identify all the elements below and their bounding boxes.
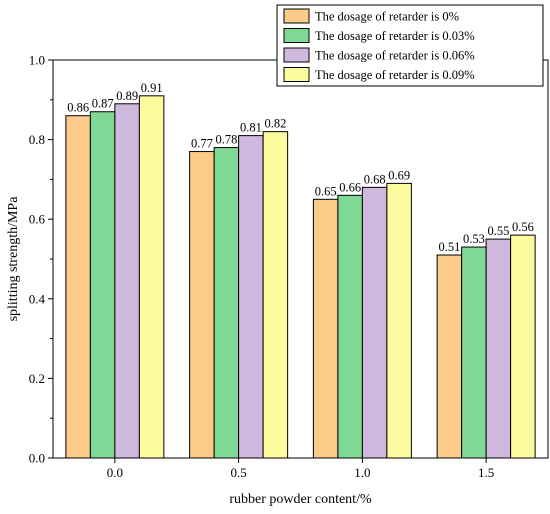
bar [436,254,463,459]
data-label: 0.53 [463,232,485,246]
x-tick-label: 1.5 [478,465,494,480]
data-label: 0.68 [364,172,386,186]
legend-swatch [283,47,310,63]
bar [189,151,215,459]
legend-box [276,4,544,87]
data-label: 0.69 [388,168,410,182]
data-label: 0.66 [339,180,361,194]
y-tick-label: 0.0 [29,451,45,466]
y-tick-label: 0.2 [29,371,45,386]
x-tick-label: 0.5 [231,465,247,480]
legend-entry-label: The dosage of retarder is 0.06% [315,49,475,63]
data-label: 0.77 [191,137,213,151]
bar [461,246,487,459]
data-label: 0.65 [315,184,337,198]
bar [485,238,512,459]
bar [213,147,240,459]
data-labels-group: 0.86 0.77 0.65 0.51 0.87 0.78 0.66 0.53 0.89 0.81… [67,81,534,254]
bars-group [65,95,536,459]
data-label: 0.91 [141,81,163,95]
legend-entry-label: The dosage of retarder is 0% [315,10,459,24]
data-label: 0.87 [92,97,114,111]
bar [386,182,412,459]
data-label: 0.56 [512,220,534,234]
bar [337,194,363,459]
x-tick-label: 0.0 [107,465,123,480]
legend-swatch [283,8,310,24]
bar [114,103,140,459]
x-tick-label: 1.0 [354,465,370,480]
data-label: 0.78 [215,133,237,147]
data-label: 0.86 [67,101,89,115]
bar [65,115,91,459]
y-tick-label: 0.8 [29,132,45,147]
legend-swatch [283,67,310,82]
bar [510,234,536,459]
bar [238,135,264,459]
bar [89,111,116,459]
data-label: 0.51 [438,240,460,254]
x-axis-title: rubber powder content/% [229,492,372,507]
data-label: 0.89 [116,89,138,103]
bar [262,131,289,459]
data-label: 0.55 [487,224,509,238]
legend-entry-label: The dosage of retarder is 0.09% [315,68,475,82]
y-tick-label: 0.6 [29,212,46,227]
data-label: 0.81 [240,121,262,135]
bar [312,198,339,459]
bar [138,95,165,459]
y-tick-label: 0.4 [29,291,46,306]
y-tick-label: 1.0 [29,53,45,68]
data-label: 0.82 [264,117,286,131]
y-axis-title: splitting strength/MPa [6,196,21,322]
legend-entry-label: The dosage of retarder is 0.03% [315,29,475,43]
legend: The dosage of retarder is 0% The dosage o… [276,4,544,87]
bar [361,186,388,459]
legend-swatch [283,28,310,43]
